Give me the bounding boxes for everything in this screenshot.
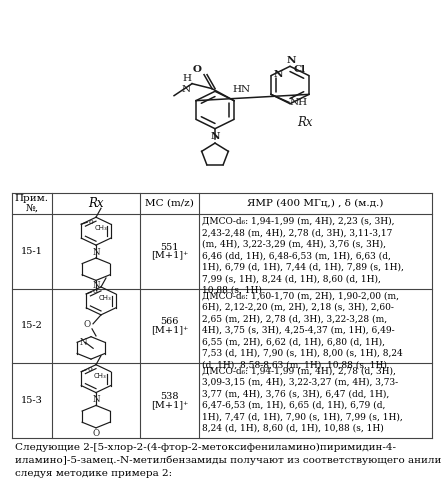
Text: N: N [274,70,284,79]
Text: МС (m/z): МС (m/z) [145,199,194,208]
Text: Cl: Cl [294,64,306,74]
Text: ДМСО-d₆: 1,94-1,99 (m, 4H), 2,23 (s, 3H),
2,43-2,48 (m, 4H), 2,78 (d, 3H), 3,11-: ДМСО-d₆: 1,94-1,99 (m, 4H), 2,23 (s, 3H)… [202,217,404,294]
Text: 566: 566 [161,318,179,326]
Text: N: N [210,132,220,141]
Text: CH₃: CH₃ [94,225,107,231]
Text: H: H [182,74,191,82]
Text: [M+1]⁺: [M+1]⁺ [151,326,188,334]
Text: N: N [182,84,191,94]
Text: O: O [193,64,202,74]
Text: 15-2: 15-2 [21,322,43,330]
Text: N: N [92,282,100,290]
Text: ДМСО-d₆: 1,94-1,99 (m, 4H), 2,78 (d, 3H),
3,09-3,15 (m, 4H), 3,22-3,27 (m, 4H), : ДМСО-d₆: 1,94-1,99 (m, 4H), 2,78 (d, 3H)… [202,366,403,432]
Text: o: o [92,287,97,295]
Text: CH₃: CH₃ [98,295,111,301]
Text: o: o [87,364,92,372]
Text: N: N [286,56,296,66]
Text: o: o [88,218,93,226]
Text: O: O [84,320,91,330]
Text: Следующие 2-[5-хлор-2-(4-фтор-2-метоксифениламино)пиримидин-4-
иламино]-5-замец.: Следующие 2-[5-хлор-2-(4-фтор-2-метоксиф… [15,443,441,478]
Text: ДМСО-d₆: 1,60-1,70 (m, 2H), 1,90-2,00 (m,
6H), 2,12-2,20 (m, 2H), 2,18 (s, 3H), : ДМСО-d₆: 1,60-1,70 (m, 2H), 1,90-2,00 (m… [202,292,403,369]
Text: NH: NH [290,98,308,107]
Text: O: O [93,429,100,438]
Text: 15-1: 15-1 [21,246,43,256]
Text: CH₃: CH₃ [93,372,106,378]
Text: Rx: Rx [88,197,104,210]
Text: [M+1]⁺: [M+1]⁺ [151,250,188,260]
Text: N: N [92,248,100,257]
Text: 551: 551 [160,242,179,252]
Text: Rx: Rx [297,116,312,130]
Text: N: N [92,396,100,404]
Text: N: N [79,338,87,347]
Text: [M+1]⁺: [M+1]⁺ [151,400,188,409]
Text: Прим.
№,: Прим. №, [15,194,49,213]
Text: 538: 538 [160,392,179,401]
Text: HN: HN [232,86,250,94]
Text: ЯМР (400 МГц,) , δ (м.д.): ЯМР (400 МГц,) , δ (м.д.) [247,199,384,208]
Text: 15-3: 15-3 [21,396,43,405]
